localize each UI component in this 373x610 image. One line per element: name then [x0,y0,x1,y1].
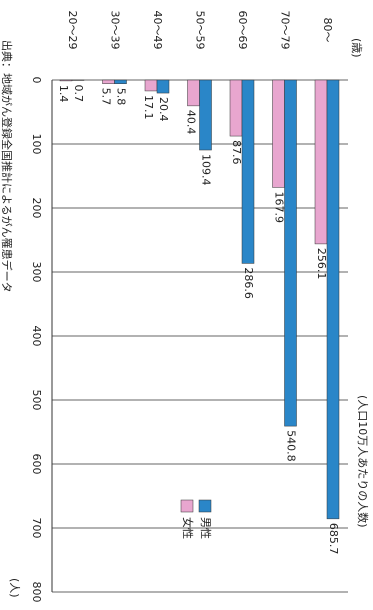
legend-swatch [198,499,212,513]
bar [284,79,297,427]
y-tick-label: 800 [30,582,43,603]
y-tick-label: 500 [30,390,43,411]
bar [144,79,158,92]
bar [314,79,328,245]
y-tick-label: 600 [30,454,43,475]
value-label: 1.4 [57,85,70,103]
y-tick-label: 300 [30,262,43,283]
y-tick-label: 700 [30,518,43,539]
bar [114,79,127,84]
value-label: 256.1 [315,248,328,279]
legend-label: 女性 [181,517,195,539]
source: 出典：地域がん登録全国推計によるがん罹患データ [0,40,14,293]
value-label: 685.7 [327,523,340,555]
legend-swatch [180,499,194,513]
category-label: 60〜69 [236,11,249,50]
value-label: 17.1 [142,95,155,120]
category-label: 20〜29 [66,11,79,50]
y-tick-label: 200 [30,198,43,219]
value-unit: (人) [8,578,21,598]
y-tick-label: 400 [30,326,43,347]
value-label: 540.8 [285,430,298,462]
category-label: 70〜79 [279,11,292,50]
bar [156,79,170,94]
bar [229,79,243,137]
bar [199,79,212,151]
category-label: 30〜39 [109,11,122,50]
value-label: 5.7 [100,88,113,106]
value-label: 40.4 [185,110,198,135]
category-label: 50〜59 [194,11,207,50]
value-label: 286.6 [242,267,255,299]
y-tick-label: 0 [30,77,43,84]
value-label: 109.4 [200,154,213,186]
value-label: 167.9 [273,191,286,223]
bar [59,79,73,82]
category-label: 80〜 [321,18,334,43]
category-unit: (歳) [350,38,363,58]
value-label: 87.6 [230,140,243,165]
bar [326,79,340,520]
bar [102,79,115,84]
y-tick-label: 100 [30,134,43,155]
value-label: 5.8 [115,88,128,106]
bar [241,79,255,264]
bar [272,79,285,188]
value-label: 20.4 [157,97,170,122]
subtitle: (人口10万人あたりの人数) [356,395,369,528]
category-label: 40〜49 [151,11,164,50]
bar [187,79,200,107]
value-label: 0.7 [72,84,85,102]
legend-label: 男性 [199,517,213,539]
